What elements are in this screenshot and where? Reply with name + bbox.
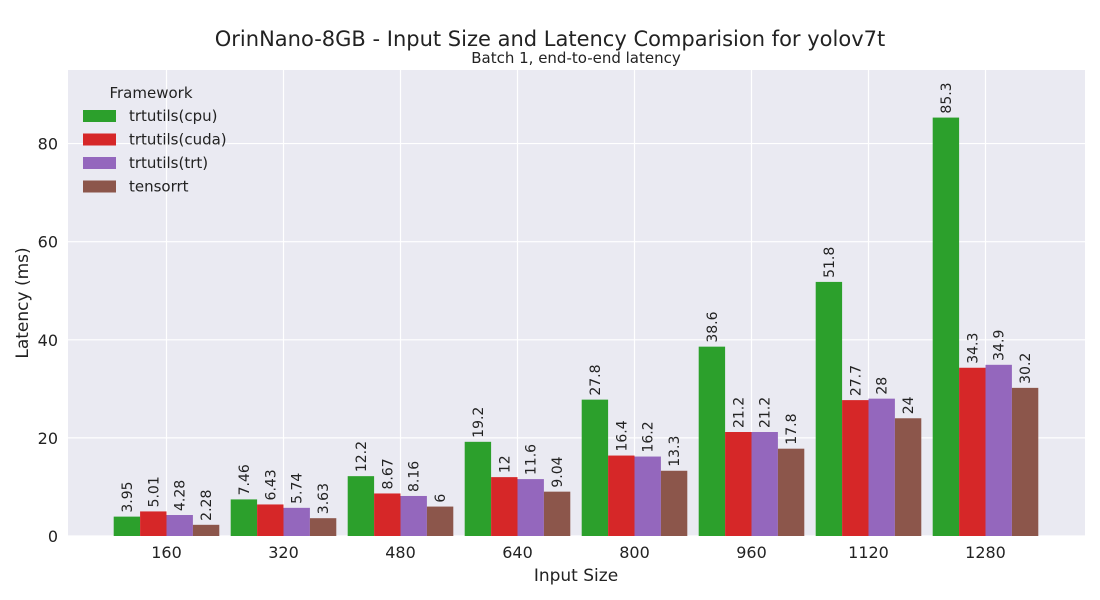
bar bbox=[464, 441, 492, 536]
bar bbox=[491, 477, 518, 536]
bar bbox=[932, 117, 960, 536]
bar-value-label: 17.8 bbox=[784, 414, 800, 445]
legend-swatch bbox=[83, 110, 116, 122]
y-tick-label: 80 bbox=[38, 135, 58, 154]
bar bbox=[581, 399, 609, 536]
bars bbox=[113, 117, 1039, 536]
bar bbox=[959, 367, 986, 536]
bar bbox=[543, 491, 571, 536]
bar bbox=[400, 495, 427, 536]
x-tick-label: 1280 bbox=[965, 543, 1006, 562]
bar-value-label: 85.3 bbox=[939, 82, 955, 113]
x-tick-label: 640 bbox=[502, 543, 533, 562]
bar-value-label: 16.2 bbox=[641, 421, 657, 452]
bar bbox=[608, 455, 635, 536]
bar-value-label: 27.7 bbox=[848, 365, 864, 396]
bar-value-label: 24 bbox=[901, 396, 917, 414]
bar bbox=[777, 448, 805, 536]
bar bbox=[842, 400, 869, 536]
bar-value-label: 6 bbox=[433, 494, 449, 503]
y-axis-label: Latency (ms) bbox=[13, 247, 33, 358]
bar bbox=[347, 476, 375, 536]
bar bbox=[894, 418, 922, 536]
bar-value-label: 34.9 bbox=[992, 330, 1008, 361]
bar-value-label: 21.2 bbox=[758, 397, 774, 428]
bar bbox=[985, 364, 1012, 536]
x-tick-labels: 160 320 480 640 800 960 1120 1280 bbox=[151, 543, 1006, 562]
x-tick-label: 800 bbox=[619, 543, 650, 562]
y-tick-label: 0 bbox=[48, 527, 58, 546]
chart-subtitle: Batch 1, end-to-end latency bbox=[471, 49, 681, 67]
bar-value-label: 5.74 bbox=[290, 473, 306, 504]
bar bbox=[517, 479, 544, 536]
bar-value-label: 38.6 bbox=[705, 311, 721, 342]
bar bbox=[230, 499, 258, 536]
bar bbox=[374, 493, 401, 536]
bar bbox=[283, 507, 310, 536]
bar bbox=[698, 346, 726, 536]
bar bbox=[751, 432, 778, 536]
x-tick-label: 160 bbox=[151, 543, 182, 562]
bar-value-label: 27.8 bbox=[588, 364, 604, 395]
bar-value-label: 19.2 bbox=[471, 407, 487, 438]
legend-swatch bbox=[83, 157, 116, 169]
bar-labels: 3.95 7.46 12.2 19.2 27.8 38.6 51.8 85.3 5.01 6.43… bbox=[120, 82, 1034, 520]
bar bbox=[113, 516, 141, 536]
bar-value-label: 2.28 bbox=[199, 490, 215, 521]
bar-value-label: 7.46 bbox=[237, 464, 253, 495]
legend-title: Framework bbox=[109, 84, 192, 102]
x-tick-label: 320 bbox=[268, 543, 299, 562]
bar-value-label: 3.63 bbox=[316, 483, 332, 514]
bar-value-label: 34.3 bbox=[965, 333, 981, 364]
bar bbox=[426, 506, 454, 536]
bar bbox=[257, 504, 284, 536]
bar bbox=[634, 456, 661, 536]
legend-entry: trtutils(cpu) bbox=[129, 107, 217, 125]
bar-value-label: 3.95 bbox=[120, 481, 136, 512]
legend-swatch bbox=[83, 133, 116, 146]
bar bbox=[660, 470, 688, 536]
bar-value-label: 21.2 bbox=[731, 397, 747, 428]
bar bbox=[140, 511, 167, 536]
bar bbox=[1011, 387, 1039, 536]
legend: Framework trtutils(cpu) trtutils(cuda) trt… bbox=[83, 84, 227, 196]
legend-swatch bbox=[83, 180, 116, 193]
legend-entry: tensorrt bbox=[129, 178, 189, 196]
bar-value-label: 9.04 bbox=[550, 456, 566, 487]
bar-value-label: 28 bbox=[875, 377, 891, 395]
x-tick-label: 480 bbox=[385, 543, 416, 562]
x-axis-label: Input Size bbox=[534, 566, 618, 586]
bar-value-label: 5.01 bbox=[146, 476, 162, 507]
bar-value-label: 30.2 bbox=[1018, 353, 1034, 384]
bar bbox=[166, 515, 193, 536]
bar-value-label: 11.6 bbox=[524, 444, 540, 475]
bar-value-label: 13.3 bbox=[667, 436, 683, 467]
legend-entry: trtutils(cuda) bbox=[129, 131, 227, 149]
bar-value-label: 12 bbox=[497, 455, 513, 473]
x-tick-label: 960 bbox=[736, 543, 767, 562]
bar bbox=[309, 518, 337, 536]
y-tick-label: 20 bbox=[38, 429, 58, 448]
x-tick-label: 1120 bbox=[848, 543, 889, 562]
bar-value-label: 6.43 bbox=[263, 469, 279, 500]
bar bbox=[192, 524, 220, 536]
y-tick-labels: 0 20 40 60 80 bbox=[38, 135, 58, 546]
bar-value-label: 8.16 bbox=[407, 461, 423, 492]
chart-title: OrinNano-8GB - Input Size and Latency Co… bbox=[215, 27, 885, 51]
bar bbox=[815, 281, 843, 536]
legend-entry: trtutils(trt) bbox=[129, 154, 208, 172]
bar-value-label: 16.4 bbox=[614, 420, 630, 451]
bar-value-label: 51.8 bbox=[822, 247, 838, 278]
bar bbox=[725, 432, 752, 536]
y-tick-label: 40 bbox=[38, 331, 58, 350]
bar bbox=[868, 398, 895, 536]
bar-value-label: 4.28 bbox=[173, 480, 189, 511]
y-tick-label: 60 bbox=[38, 233, 58, 252]
bar-value-label: 12.2 bbox=[354, 441, 370, 472]
bar-value-label: 8.67 bbox=[380, 458, 396, 489]
